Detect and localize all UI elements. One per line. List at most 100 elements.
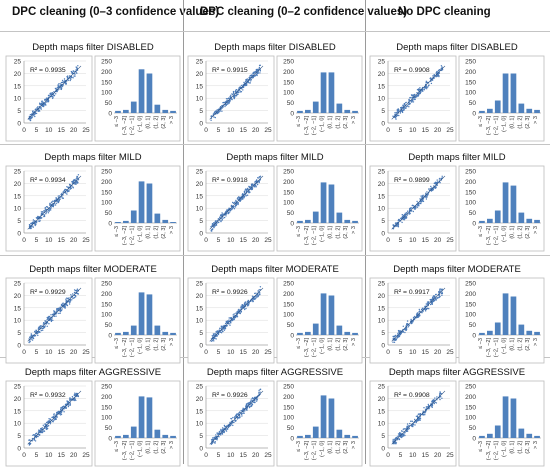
scatter-point [211, 228, 214, 230]
histogram-category-label: (−3, −2] [122, 226, 128, 246]
histogram-category-label: (2, 3] [525, 226, 531, 239]
scatter-x-tick: 10 [45, 349, 53, 356]
scatter-x-tick: 10 [227, 349, 235, 356]
scatter-y-tick: 10 [196, 206, 204, 213]
histogram-y-tick: 150 [465, 189, 476, 196]
scatter-point [53, 200, 56, 202]
histogram-y-tick: 200 [465, 69, 476, 76]
scatter-x-tick: 25 [446, 127, 454, 134]
scatter-point [53, 419, 55, 421]
scatter-point [405, 217, 408, 219]
histogram-bar [479, 435, 485, 438]
scatter-point [58, 312, 60, 315]
scatter-point [416, 200, 418, 203]
scatter-point [211, 442, 213, 444]
scatter-point [259, 293, 261, 296]
histogram-category-label: > 3 [169, 116, 175, 124]
scatter-y-tick: 5 [199, 433, 203, 440]
scatter-point [67, 402, 69, 404]
scatter-point [233, 208, 236, 210]
scatter-point [426, 81, 428, 84]
r-squared-label: R² = 0.9926 [212, 392, 248, 399]
scatter-point [259, 388, 261, 391]
scatter-point [229, 324, 231, 326]
histogram-bar [123, 434, 129, 438]
scatter-point [259, 391, 261, 393]
scatter-point [418, 94, 420, 96]
histogram-bar [115, 435, 121, 438]
histogram-bar [146, 73, 153, 113]
histogram-y-tick: 100 [465, 312, 476, 319]
scatter-point [412, 316, 415, 319]
scatter-point [248, 406, 251, 409]
scatter-point [61, 197, 64, 199]
histogram-category-label: (−3, −2] [486, 338, 492, 358]
scatter-point [69, 79, 71, 82]
scatter-point [405, 106, 408, 108]
scatter-point [47, 318, 49, 320]
scatter-point [28, 439, 30, 441]
scatter-point [254, 292, 256, 295]
scatter-point [47, 100, 49, 102]
histogram-category-label: ≤ −3 [296, 338, 302, 349]
histogram-bar [534, 435, 540, 438]
row-separator [0, 255, 550, 256]
histogram-y-tick: 250 [101, 169, 112, 176]
histogram-bar [510, 185, 517, 223]
histogram-bar [170, 222, 176, 223]
scatter-point [422, 310, 424, 313]
scatter-point [439, 289, 441, 292]
histogram-bar [170, 435, 176, 438]
scatter-x-tick: 5 [217, 349, 221, 356]
scatter-point [411, 99, 414, 102]
scatter-point [234, 206, 237, 208]
scatter-point [435, 293, 437, 296]
scatter-point [438, 72, 440, 74]
scatter-point [410, 207, 412, 209]
scatter-point [236, 311, 238, 313]
histogram-category-label: (−2, −1] [312, 338, 318, 358]
scatter-point [39, 220, 41, 223]
scatter-point [40, 107, 42, 109]
scatter-x-tick: 15 [422, 349, 430, 356]
scatter-point [430, 82, 433, 85]
histogram-bar [487, 330, 493, 335]
scatter-point [218, 431, 221, 433]
histogram-y-tick: 250 [465, 384, 476, 391]
scatter-point [434, 397, 436, 399]
scatter-point [439, 288, 441, 290]
scatter-point [68, 297, 70, 299]
scatter-point [439, 391, 441, 393]
scatter-point [217, 221, 219, 224]
scatter-point [433, 296, 436, 299]
histogram-y-tick: 0 [108, 436, 112, 443]
scatter-x-tick: 15 [422, 127, 430, 134]
histogram-y-tick: 50 [469, 210, 477, 217]
scatter-y-tick: 20 [196, 181, 204, 188]
scatter-point [67, 190, 69, 192]
scatter-point [440, 65, 443, 67]
scatter-point [61, 81, 64, 84]
scatter-point [51, 318, 53, 320]
r-squared-label: R² = 0.9899 [394, 177, 430, 184]
scatter-point [401, 214, 404, 216]
scatter-point [69, 300, 72, 302]
scatter-point [217, 330, 219, 332]
scatter-point [219, 331, 221, 333]
scatter-y-tick: 20 [378, 293, 386, 300]
scatter-point [58, 413, 60, 415]
histogram-category-label: (1, 2] [517, 441, 523, 454]
scatter-point [426, 191, 428, 193]
scatter-point [237, 93, 239, 95]
scatter-point [245, 408, 247, 410]
scatter-point [395, 443, 397, 445]
scatter-point [423, 414, 425, 416]
scatter-point [49, 317, 51, 319]
histogram-category-label: > 3 [533, 338, 539, 346]
scatter-point [29, 340, 31, 342]
scatter-point [50, 92, 52, 94]
scatter-point [257, 71, 259, 74]
histogram-y-tick: 200 [283, 291, 294, 298]
scatter-point [245, 195, 247, 197]
